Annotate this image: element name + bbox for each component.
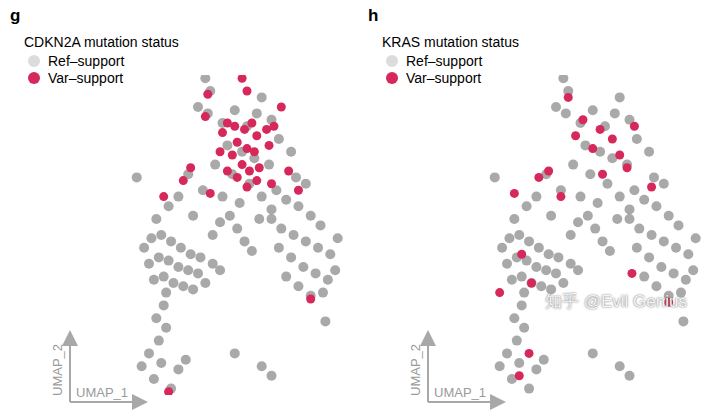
svg-text:UMAP_1: UMAP_1 <box>76 385 128 400</box>
html-text:g: g <box>10 6 21 25</box>
html-text:KRAS mutation status: KRAS mutation status <box>382 34 519 50</box>
html-text:Ref–support: Ref–support <box>48 52 125 69</box>
html-text:Var–support: Var–support <box>406 69 482 86</box>
html-text:Ref–support: Ref–support <box>406 52 483 69</box>
html-text:Var–support: Var–support <box>48 69 124 86</box>
svg-text:UMAP_2: UMAP_2 <box>50 344 65 396</box>
html-text:CDKN2A mutation status: CDKN2A mutation status <box>24 34 179 50</box>
svg-text:UMAP_1: UMAP_1 <box>434 385 486 400</box>
html-text:知乎 @Evil Genius: 知乎 @Evil Genius <box>545 292 687 311</box>
svg-text:UMAP_2: UMAP_2 <box>408 344 423 396</box>
html-text:h: h <box>368 6 379 25</box>
